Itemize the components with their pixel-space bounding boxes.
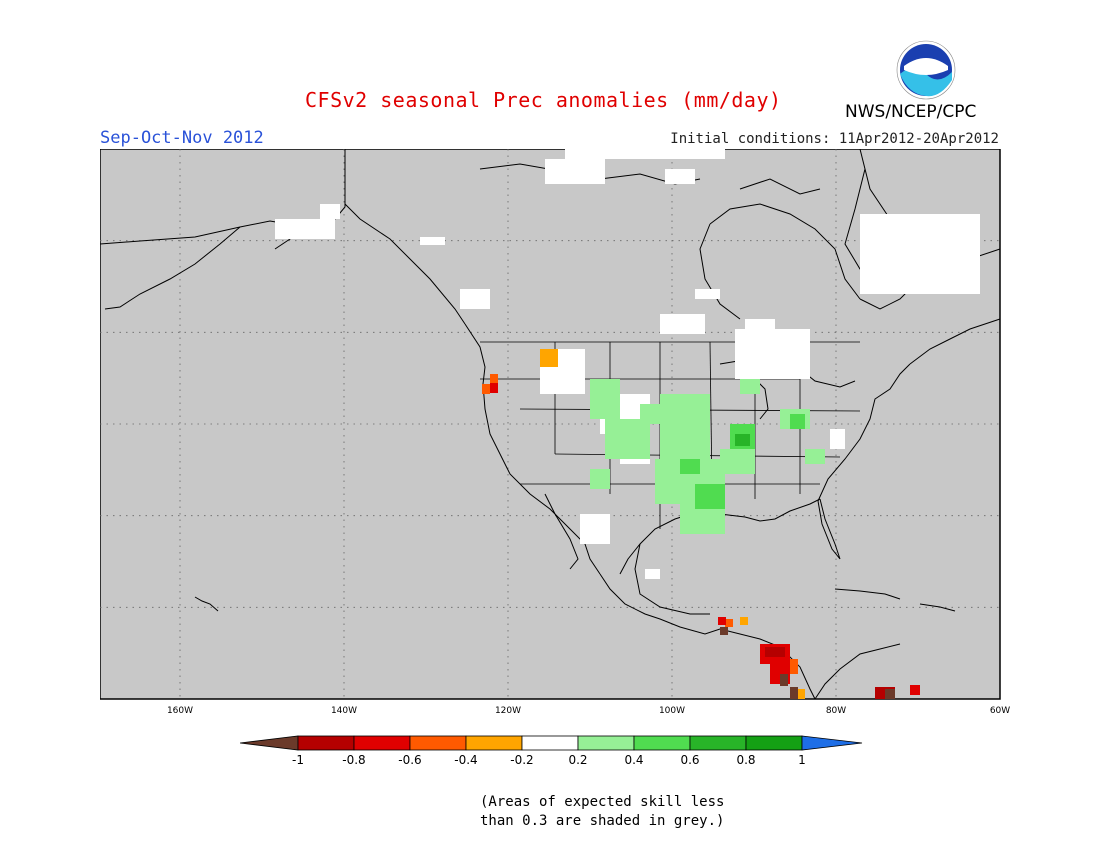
legend-swatch <box>745 735 803 751</box>
season-label: Sep-Oct-Nov 2012 <box>100 128 264 148</box>
map-title: CFSv2 seasonal Prec anomalies (mm/day) <box>305 88 782 112</box>
footnote-line-2: than 0.3 are shaded in grey.) <box>480 813 725 829</box>
legend-left-arrow <box>240 735 299 751</box>
legend-label: 0.4 <box>624 753 643 767</box>
legend-right-arrow <box>801 735 863 751</box>
legend-label: -0.8 <box>342 753 365 767</box>
map-grid <box>100 149 1000 699</box>
legend-swatch <box>353 735 411 751</box>
noaa-logo-icon <box>896 40 956 100</box>
longitude-label: 100W <box>659 706 685 716</box>
longitude-label: 160W <box>167 706 193 716</box>
precip-anomaly-map: 70N60N50N40N30N20N10N 160W140W120W100W80… <box>100 149 1010 716</box>
skill-footnote: (Areas of expected skill less than 0.3 a… <box>480 793 740 831</box>
legend-label: 0.2 <box>568 753 587 767</box>
longitude-label: 60W <box>990 706 1010 716</box>
legend-swatch <box>633 735 691 751</box>
legend-label: 0.8 <box>736 753 755 767</box>
initial-conditions: Initial conditions: 11Apr2012-20Apr2012 <box>670 131 999 147</box>
color-legend: -1 -0.8 -0.6 -0.4 -0.2 0.2 0.4 0.6 0.8 1 <box>240 735 863 767</box>
legend-swatch <box>689 735 747 751</box>
legend-swatch <box>297 735 355 751</box>
longitude-label: 120W <box>495 706 521 716</box>
legend-swatch <box>521 735 579 751</box>
agency-label: NWS/NCEP/CPC <box>845 102 977 122</box>
anomaly-cells <box>275 149 980 699</box>
longitude-labels: 160W 140W 120W 100W 80W 60W <box>167 706 1010 716</box>
legend-label: 0.6 <box>680 753 699 767</box>
longitude-label: 80W <box>826 706 846 716</box>
footnote-line-1: (Areas of expected skill less <box>480 794 725 810</box>
legend-label: -0.4 <box>454 753 477 767</box>
legend-label: -1 <box>292 753 304 767</box>
legend-swatch <box>409 735 467 751</box>
legend-label: -0.6 <box>398 753 421 767</box>
legend-label: 1 <box>798 753 806 767</box>
legend-swatch <box>465 735 523 751</box>
longitude-label: 140W <box>331 706 357 716</box>
legend-swatch <box>577 735 635 751</box>
legend-label: -0.2 <box>510 753 533 767</box>
